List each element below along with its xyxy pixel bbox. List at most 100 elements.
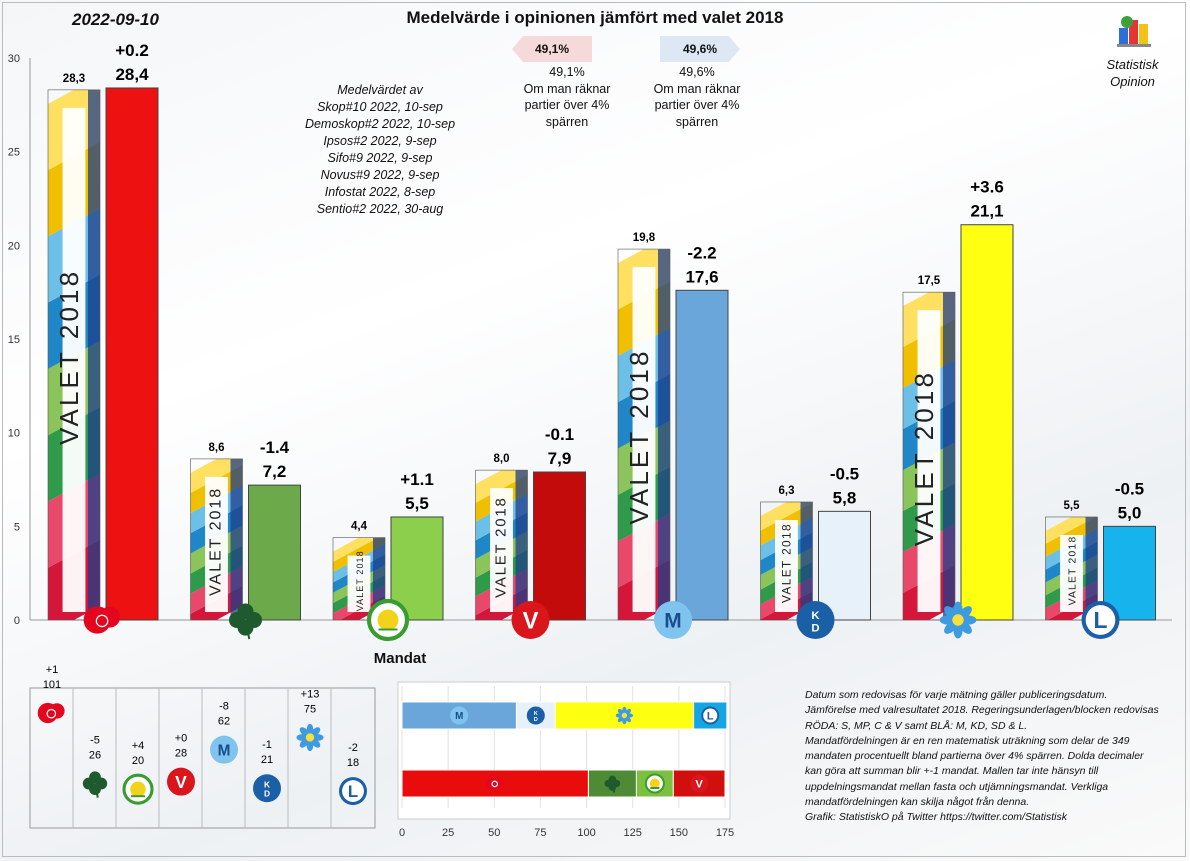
m-letter: M	[218, 742, 231, 759]
valet-2018-bar-text: VALET 2018	[1068, 536, 1079, 606]
v-letter: V	[695, 779, 703, 791]
party-logo-m-icon: M	[654, 601, 692, 639]
valet-2018-bar-text: VALET 2018	[624, 348, 654, 524]
change-label: -0.5	[830, 464, 859, 483]
bar-stripe	[333, 537, 385, 573]
y-tick-label: 25	[8, 147, 20, 159]
x-tick-label: 125	[624, 827, 642, 839]
date-label: 2022-09-10	[72, 10, 159, 29]
valet-label-panel	[347, 555, 371, 612]
mandat-change: -8	[219, 701, 229, 713]
rose-detail	[95, 614, 109, 628]
party-logo-l-icon: L	[339, 777, 367, 806]
party-logo-sd-icon	[939, 601, 977, 639]
party-logo-v-icon: V	[167, 767, 195, 796]
v-badge-icon	[511, 601, 550, 639]
y-tick-label: 15	[8, 334, 20, 346]
dandelion-icon	[130, 781, 146, 797]
bar-valet-2018-m: VALET 2018	[617, 248, 671, 621]
poll-source-item: Skop#10 2022, 10-sep	[317, 100, 443, 114]
bar-stripes: VALET 2018	[190, 458, 243, 621]
y-tick-label: 20	[8, 240, 20, 252]
valet-2018-bar-text: VALET 2018	[355, 550, 365, 611]
blue-anemone-petal	[299, 727, 310, 737]
value-label-current: 28,4	[115, 65, 149, 84]
bar-valet-2018-mp: VALET 2018	[332, 537, 386, 621]
m-badge-icon	[450, 706, 469, 725]
blue-bloc-percent: 49,6%	[682, 42, 718, 56]
bar-side	[515, 470, 528, 620]
blue-anemone-petal	[310, 727, 321, 737]
bar-outline	[332, 537, 386, 621]
bar-stripes: VALET 2018	[903, 292, 955, 620]
bar-stripe	[1045, 516, 1096, 544]
party-logo-kd-icon: KD	[526, 706, 545, 725]
bar-outline	[1045, 516, 1098, 621]
valet-2018-bar-text: VALET 2018	[207, 487, 225, 596]
m-badge-icon	[654, 601, 692, 639]
x-tick-label: 100	[577, 827, 595, 839]
kd-letter-k: K	[811, 610, 820, 622]
party-logo-c-icon	[228, 603, 263, 640]
value-label-2018: 19,8	[633, 232, 656, 244]
bar-stripes: VALET 2018	[1045, 516, 1098, 621]
poll-sources-list: Medelvärdet av Skop#10 2022, 10-sep Demo…	[285, 82, 475, 218]
blue-bloc-note: 49,6% Om man räknar partier över 4% spär…	[642, 64, 752, 130]
rose-icon	[493, 777, 504, 788]
clover-leaf-icon	[237, 619, 254, 636]
stack-segment-sd	[554, 701, 695, 730]
party-logo-kd-icon: KD	[253, 774, 281, 803]
valet-label-panel	[917, 310, 941, 612]
kd-badge-icon	[526, 706, 545, 725]
party-logo-mp-icon	[122, 773, 154, 805]
footnote-line: Jämförelse med valresultatet 2018. Reger…	[805, 704, 1159, 717]
value-label-2018: 8,0	[494, 453, 510, 465]
dandelion-icon	[377, 609, 399, 631]
note-line: Om man räknar	[653, 81, 741, 96]
red-bloc-percent: 49,1%	[534, 42, 570, 56]
blue-anemone-petal	[624, 715, 631, 723]
blue-anemone-petal	[958, 620, 972, 634]
chart-title: Medelvärde i opinionen jämfört med valet…	[406, 8, 784, 27]
bar-side	[1085, 516, 1098, 620]
party-logo-l-icon: L	[1081, 601, 1120, 639]
value-label-2018: 5,5	[1064, 500, 1081, 512]
statistisk-opinion-logo	[1117, 16, 1151, 47]
poll-source-item: Demoskop#2 2022, 10-sep	[304, 117, 456, 131]
poll-source-item: Novus#9 2022, 9-sep	[320, 168, 440, 182]
valet-label-panel	[1060, 534, 1083, 612]
bar-outline	[190, 458, 243, 621]
value-label-2018: 8,6	[209, 442, 225, 454]
mandat-title: Mandat	[373, 650, 427, 667]
bar-stripes: VALET 2018	[618, 249, 670, 621]
clover-leaf-icon	[89, 783, 101, 796]
change-label: +1.1	[400, 470, 434, 489]
blue-anemone-petal	[310, 738, 321, 748]
blue-anemone-petal	[617, 715, 624, 723]
blue-anemone-petal	[299, 738, 310, 748]
bar-valet-2018-sd: VALET 2018	[902, 291, 956, 621]
bar-outline	[902, 291, 956, 621]
value-label-2018: 17,5	[918, 275, 941, 287]
change-label: -0.5	[1115, 479, 1144, 498]
bar-side	[88, 89, 100, 620]
value-label-current: 21,1	[970, 202, 1003, 221]
party-logo-l-icon: L	[701, 706, 720, 725]
mandat-change: +13	[301, 688, 320, 700]
kd-letter-d: D	[264, 789, 270, 799]
change-label: +0.2	[115, 41, 149, 60]
party-logo-mp-icon	[644, 773, 665, 794]
v-letter: V	[523, 608, 539, 635]
footnote-line: uppdelningsmandat mellan fasta och utjäm…	[805, 780, 1109, 793]
blue-bloc-arrow: 49,6%	[660, 36, 740, 62]
m-badge-icon	[210, 735, 238, 764]
valet-label-panel	[490, 488, 513, 612]
value-label-current: 7,2	[263, 462, 287, 481]
mandat-seats: 18	[347, 757, 359, 769]
mandat-seats: 28	[175, 748, 187, 760]
blue-bloc-note-value: 49,6%	[679, 65, 715, 79]
poll-source-item: Infostat 2022, 8-sep	[324, 185, 436, 199]
clover-stem	[611, 783, 616, 793]
